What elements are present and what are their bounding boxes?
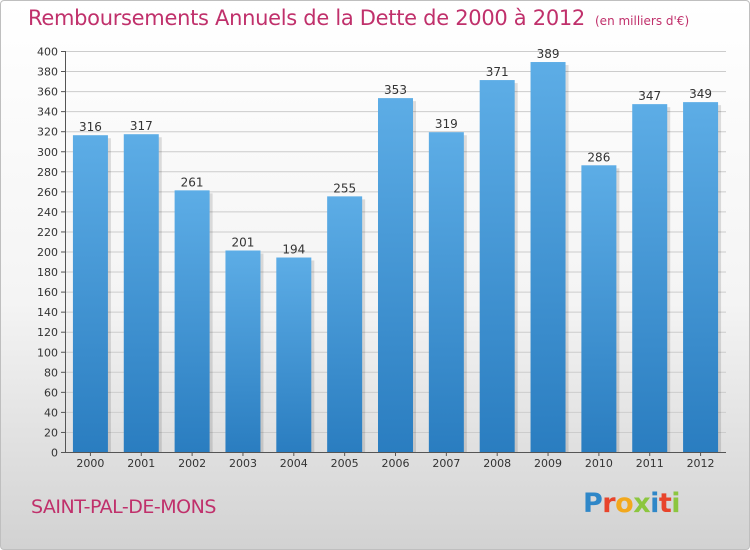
x-tick-label: 2010 [585, 457, 613, 470]
bar [174, 190, 210, 452]
bar-value-label: 347 [638, 89, 661, 103]
x-tick-label: 2006 [382, 457, 410, 470]
bar [327, 196, 363, 452]
x-tick-label: 2005 [331, 457, 359, 470]
x-tick-label: 2003 [229, 457, 257, 470]
y-tick-label: 260 [37, 186, 58, 199]
x-tick-label: 2004 [280, 457, 308, 470]
bar-value-label: 319 [435, 117, 458, 131]
logo-letter: t [658, 488, 672, 519]
bar [428, 132, 464, 452]
y-tick-label: 220 [37, 226, 58, 239]
y-tick-label: 300 [37, 146, 58, 159]
y-tick-label: 20 [44, 426, 58, 439]
bar-value-label: 353 [384, 83, 407, 97]
x-tick-label: 2011 [636, 457, 664, 470]
bar-value-label: 389 [537, 47, 560, 61]
bar [479, 80, 515, 452]
y-tick-label: 240 [37, 206, 58, 219]
x-tick-label: 2012 [687, 457, 715, 470]
x-tick-label: 2007 [432, 457, 460, 470]
bar [72, 135, 108, 452]
y-tick-label: 160 [37, 286, 58, 299]
commune-name: SAINT-PAL-DE-MONS [31, 496, 216, 518]
y-tick-label: 80 [44, 366, 58, 379]
y-tick-label: 0 [51, 447, 58, 460]
y-tick-label: 180 [37, 266, 58, 279]
bar-value-label: 201 [232, 235, 255, 249]
logo-letter: r [602, 488, 616, 519]
x-tick-label: 2009 [534, 457, 562, 470]
x-tick-label: 2002 [178, 457, 206, 470]
logo-letter: o [615, 488, 634, 519]
x-tick-label: 2001 [127, 457, 155, 470]
bar [632, 104, 668, 452]
bar [530, 62, 566, 453]
logo-letter: i [671, 488, 681, 519]
labels: 0 20 40 60 80 100 120 140 160 180 200 220 240 260 280 3… [37, 46, 715, 471]
x-tick-label: 2000 [76, 457, 104, 470]
y-tick-label: 340 [37, 106, 58, 119]
bar-value-label: 261 [181, 175, 204, 189]
y-tick-label: 320 [37, 126, 58, 139]
logo-letter: x [633, 488, 651, 519]
y-tick-label: 280 [37, 166, 58, 179]
chart-title: Remboursements Annuels de la Dette de 20… [28, 6, 689, 30]
x-tick-label: 2008 [483, 457, 511, 470]
bar [225, 250, 261, 452]
bars [72, 62, 722, 453]
bar [123, 134, 159, 452]
chart-title-text: Remboursements Annuels de la Dette de 20… [28, 6, 585, 30]
y-tick-label: 200 [37, 246, 58, 259]
bar [683, 102, 719, 452]
bar-value-label: 371 [486, 65, 509, 79]
proxiti-logo: Proxiti [583, 488, 681, 519]
y-tick-label: 380 [37, 66, 58, 79]
y-tick-label: 140 [37, 306, 58, 319]
y-tick-label: 360 [37, 86, 58, 99]
logo-letter: i [650, 488, 659, 519]
logo-letter: P [583, 488, 603, 519]
bar-value-label: 316 [79, 120, 102, 134]
y-tick-label: 120 [37, 326, 58, 339]
bar [276, 257, 312, 452]
bar-value-label: 194 [282, 243, 305, 257]
bar-value-label: 349 [689, 87, 712, 101]
bar-value-label: 317 [130, 119, 153, 133]
y-tick-label: 400 [37, 46, 58, 59]
y-tick-label: 60 [44, 386, 58, 399]
axes [61, 51, 726, 456]
bar-value-label: 286 [587, 150, 610, 164]
chart-unit: (en milliers d'€) [595, 14, 690, 28]
y-tick-label: 40 [44, 406, 58, 419]
y-tick-label: 100 [37, 346, 58, 359]
bar [378, 98, 413, 453]
bar [581, 165, 617, 452]
bar-value-label: 255 [333, 181, 356, 195]
